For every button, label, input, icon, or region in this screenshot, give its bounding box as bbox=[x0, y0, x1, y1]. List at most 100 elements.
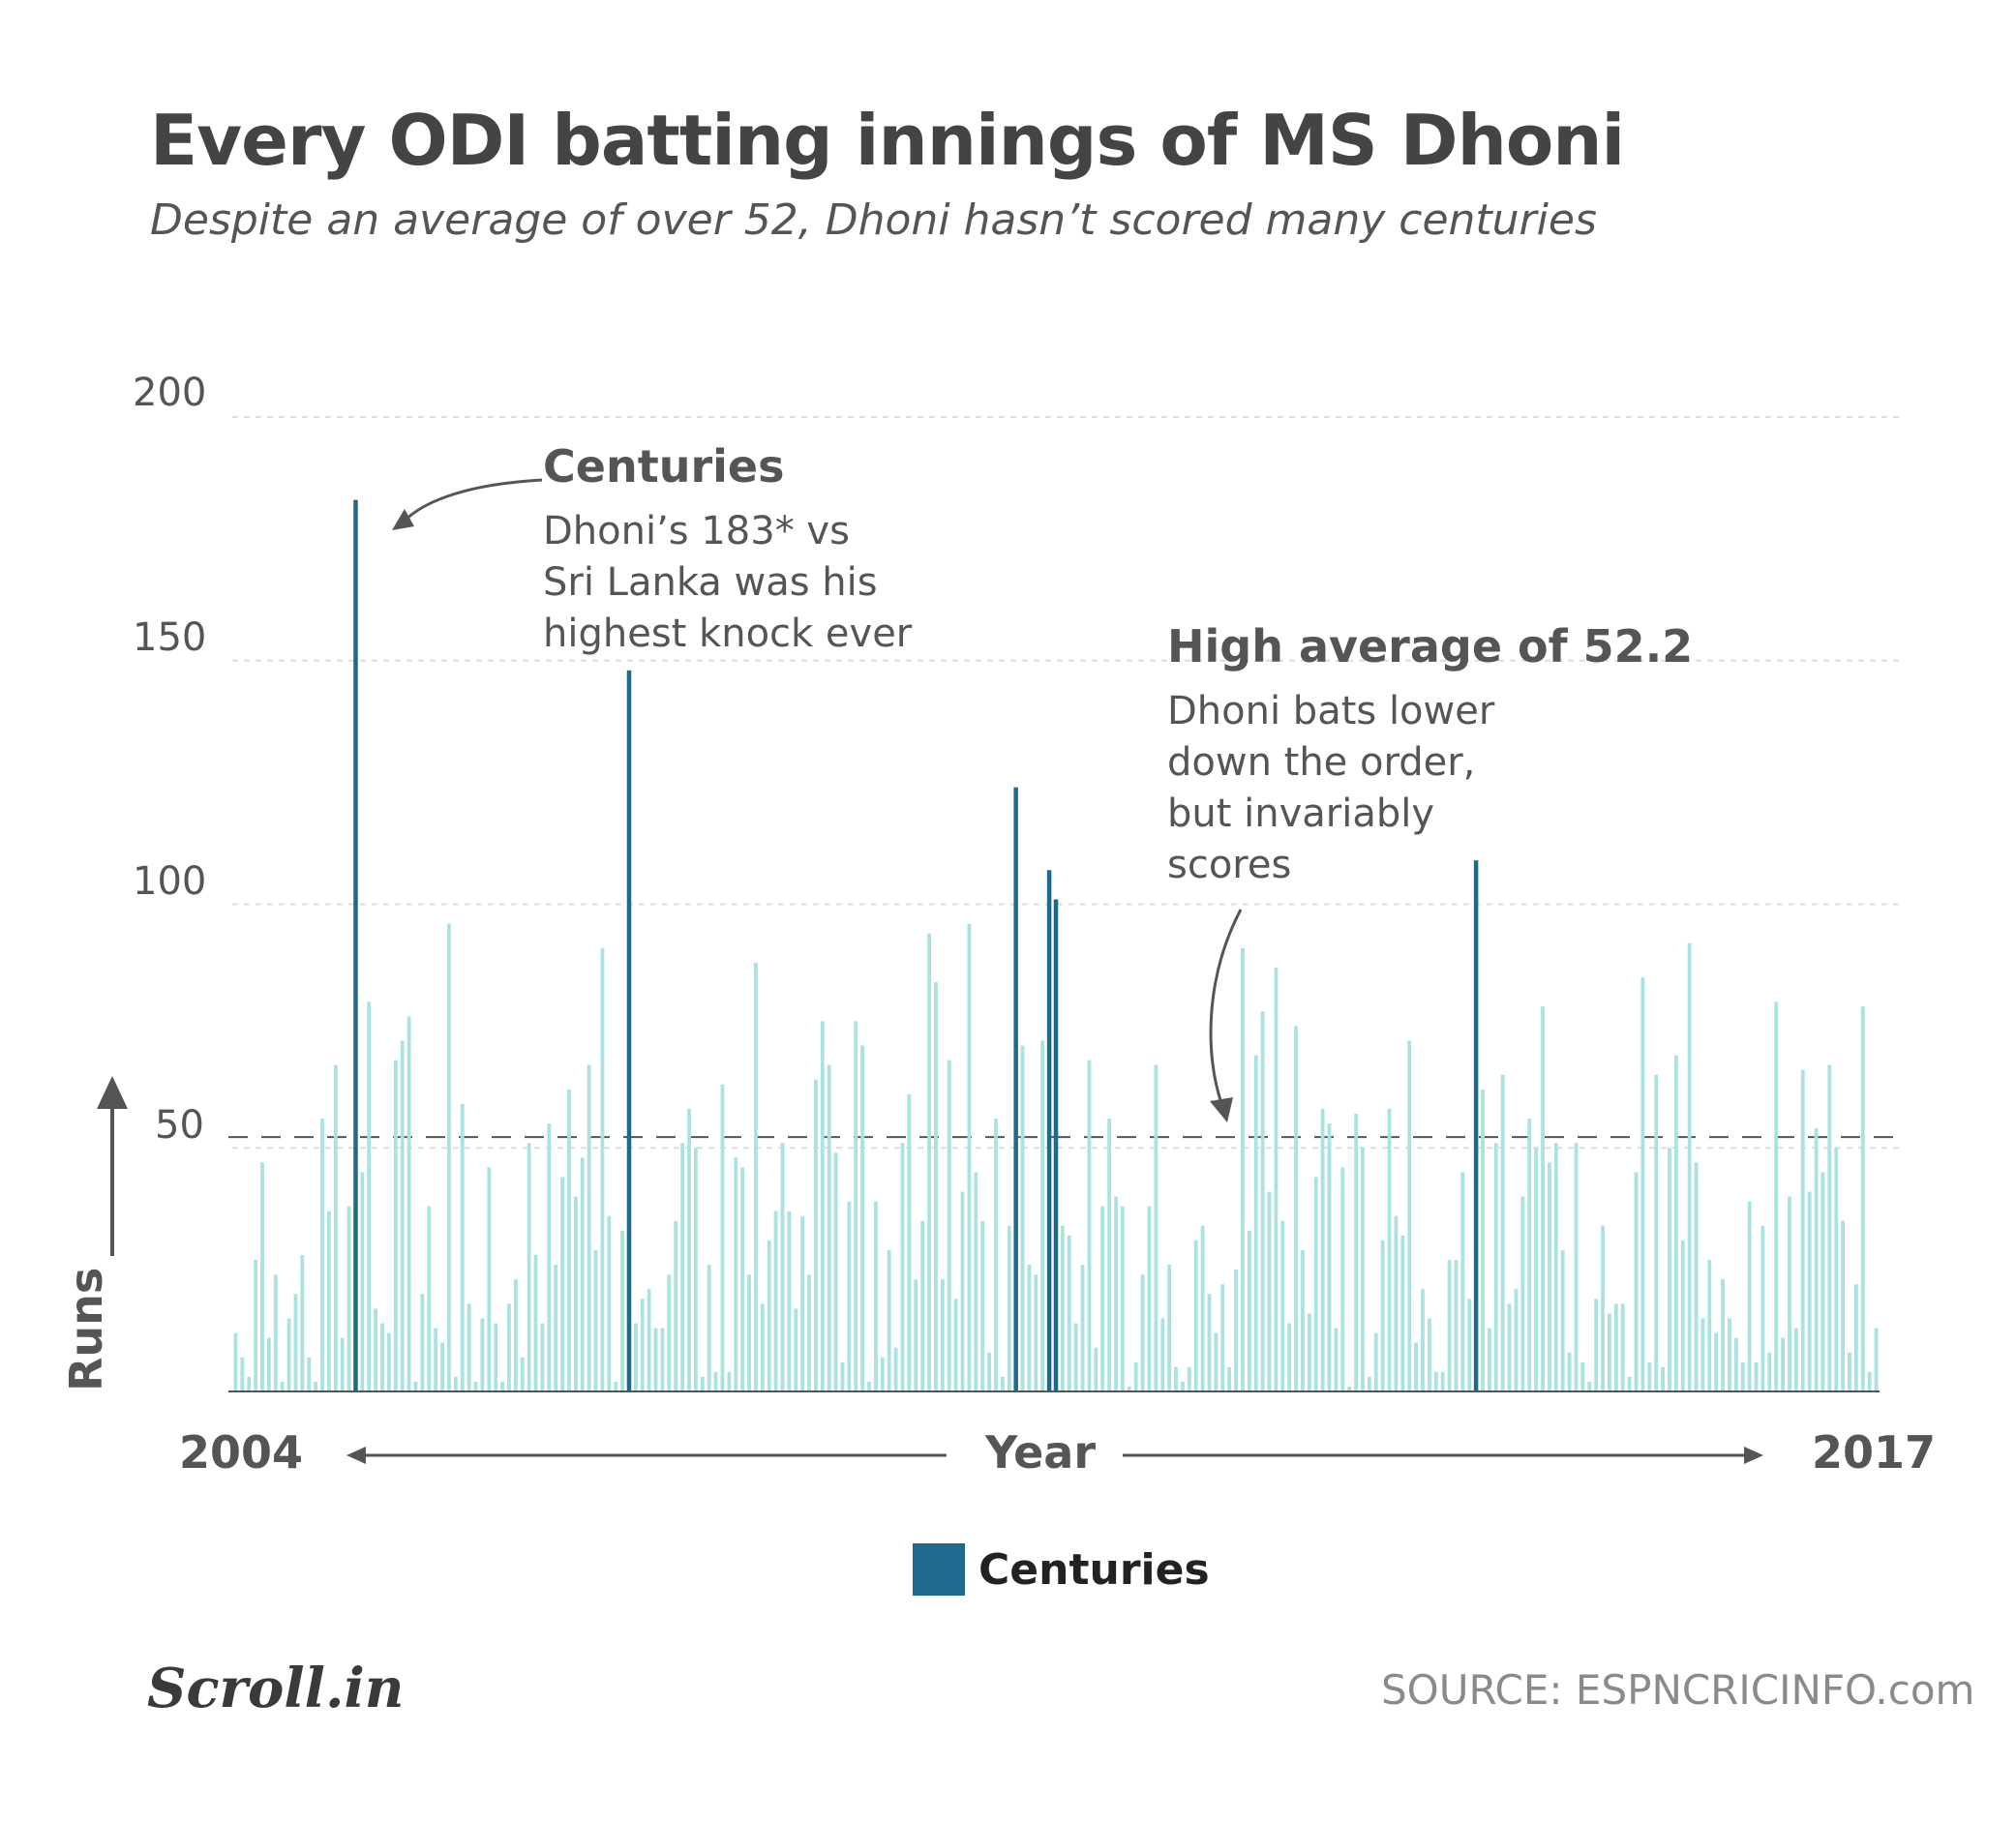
year-arrow-right-head bbox=[1744, 1447, 1763, 1464]
innings-bar bbox=[1654, 1074, 1659, 1391]
average-annotation-heading: High average of 52.2 bbox=[1167, 620, 1694, 672]
innings-bar bbox=[360, 1172, 365, 1391]
innings-bar bbox=[1634, 1172, 1639, 1391]
innings-bar bbox=[1347, 1386, 1352, 1391]
average-pointer-arrow bbox=[1209, 909, 1243, 1104]
innings-bar bbox=[1620, 1303, 1625, 1391]
innings-bar bbox=[247, 1376, 252, 1391]
innings-bar bbox=[240, 1357, 245, 1391]
innings-bar bbox=[1087, 1060, 1092, 1391]
innings-bar bbox=[333, 1064, 338, 1391]
innings-bar bbox=[620, 1230, 624, 1391]
innings-bar bbox=[1673, 1055, 1678, 1391]
innings-bar bbox=[1133, 1361, 1138, 1391]
innings-bar bbox=[1220, 1284, 1225, 1391]
innings-bar bbox=[380, 1323, 384, 1391]
innings-bar bbox=[987, 1352, 991, 1391]
innings-bar bbox=[647, 1289, 651, 1391]
innings-bar bbox=[1373, 1332, 1378, 1391]
innings-bar bbox=[1721, 1279, 1725, 1391]
innings-bar bbox=[1867, 1371, 1872, 1391]
runs-arrow-head bbox=[97, 1076, 128, 1109]
century-bar bbox=[1473, 860, 1479, 1391]
innings-bar bbox=[587, 1064, 591, 1391]
innings-bar bbox=[1241, 947, 1245, 1391]
x-axis-start-label: 2004 bbox=[179, 1426, 304, 1479]
innings-bar bbox=[1800, 1069, 1805, 1391]
century-bar bbox=[1046, 870, 1052, 1391]
innings-bar bbox=[900, 1143, 905, 1391]
innings-bar bbox=[1187, 1366, 1191, 1391]
x-axis-end-label: 2017 bbox=[1812, 1426, 1937, 1479]
innings-bar bbox=[1728, 1318, 1731, 1391]
innings-bar bbox=[1020, 1045, 1025, 1391]
innings-bar bbox=[1647, 1361, 1652, 1391]
innings-bar bbox=[927, 933, 931, 1391]
centuries-pointer-arrowhead bbox=[392, 509, 414, 530]
innings-bar bbox=[760, 1303, 765, 1391]
average-annotation-text: Dhoni bats lower down the order, but inv… bbox=[1167, 686, 1494, 891]
centuries-annotation-line: Dhoni’s 183* vs bbox=[543, 509, 850, 553]
innings-bar bbox=[1214, 1332, 1219, 1391]
innings-bar bbox=[1260, 1011, 1265, 1391]
innings-bar bbox=[1274, 967, 1279, 1391]
innings-bar bbox=[974, 1172, 978, 1391]
innings-bar bbox=[1481, 1089, 1485, 1391]
innings-bar bbox=[1613, 1303, 1618, 1391]
innings-bar bbox=[1507, 1303, 1512, 1391]
innings-bar bbox=[1147, 1206, 1152, 1391]
innings-bar bbox=[747, 1274, 751, 1391]
innings-bar bbox=[466, 1303, 471, 1391]
innings-bar bbox=[1267, 1191, 1272, 1391]
innings-bar bbox=[720, 1084, 725, 1391]
innings-bar bbox=[920, 1220, 925, 1391]
innings-bar bbox=[413, 1381, 418, 1391]
innings-bar bbox=[453, 1376, 458, 1391]
innings-bar bbox=[674, 1220, 678, 1391]
innings-bar bbox=[1760, 1225, 1765, 1391]
innings-bar bbox=[1527, 1119, 1532, 1391]
innings-bar bbox=[300, 1255, 305, 1391]
innings-bar bbox=[1394, 1215, 1399, 1391]
innings-bar bbox=[533, 1255, 538, 1391]
innings-bar bbox=[500, 1381, 504, 1391]
innings-bar bbox=[1387, 1108, 1392, 1391]
innings-bar bbox=[1247, 1230, 1251, 1391]
innings-bar bbox=[754, 962, 758, 1391]
innings-bar bbox=[367, 1001, 372, 1391]
century-bar bbox=[1013, 787, 1018, 1391]
innings-bar bbox=[1174, 1366, 1178, 1391]
innings-bar bbox=[460, 1103, 465, 1391]
innings-bar bbox=[1714, 1332, 1719, 1391]
innings-bar bbox=[1127, 1386, 1131, 1391]
innings-bar bbox=[1007, 1225, 1011, 1391]
legend-swatch-centuries bbox=[913, 1543, 965, 1596]
innings-bar bbox=[1467, 1299, 1472, 1391]
innings-bar bbox=[1080, 1265, 1085, 1391]
innings-bar bbox=[1860, 1006, 1865, 1391]
innings-bar bbox=[860, 1045, 865, 1391]
y-axis-label: Runs bbox=[60, 1267, 112, 1391]
innings-bar bbox=[1361, 1148, 1365, 1391]
innings-bar bbox=[1580, 1361, 1585, 1391]
innings-bar bbox=[1354, 1114, 1358, 1391]
innings-bar bbox=[1400, 1235, 1405, 1391]
innings-bar bbox=[1234, 1270, 1238, 1392]
chart-subtitle: Despite an average of over 52, Dhoni has… bbox=[150, 195, 1597, 245]
innings-bar bbox=[1340, 1167, 1345, 1391]
innings-bar bbox=[487, 1167, 492, 1391]
innings-bar bbox=[346, 1206, 351, 1391]
average-annotation-line: but invariably bbox=[1167, 792, 1435, 836]
innings-bar bbox=[1100, 1206, 1105, 1391]
century-bar bbox=[1053, 899, 1059, 1391]
innings-bar bbox=[734, 1157, 738, 1391]
innings-bar bbox=[1767, 1352, 1772, 1391]
innings-bar bbox=[567, 1089, 571, 1391]
innings-bar bbox=[767, 1240, 771, 1391]
innings-bar bbox=[740, 1167, 745, 1391]
innings-bar bbox=[1541, 1006, 1545, 1391]
innings-bar bbox=[520, 1357, 525, 1391]
innings-bar bbox=[887, 1249, 891, 1391]
innings-bar bbox=[814, 1079, 818, 1391]
